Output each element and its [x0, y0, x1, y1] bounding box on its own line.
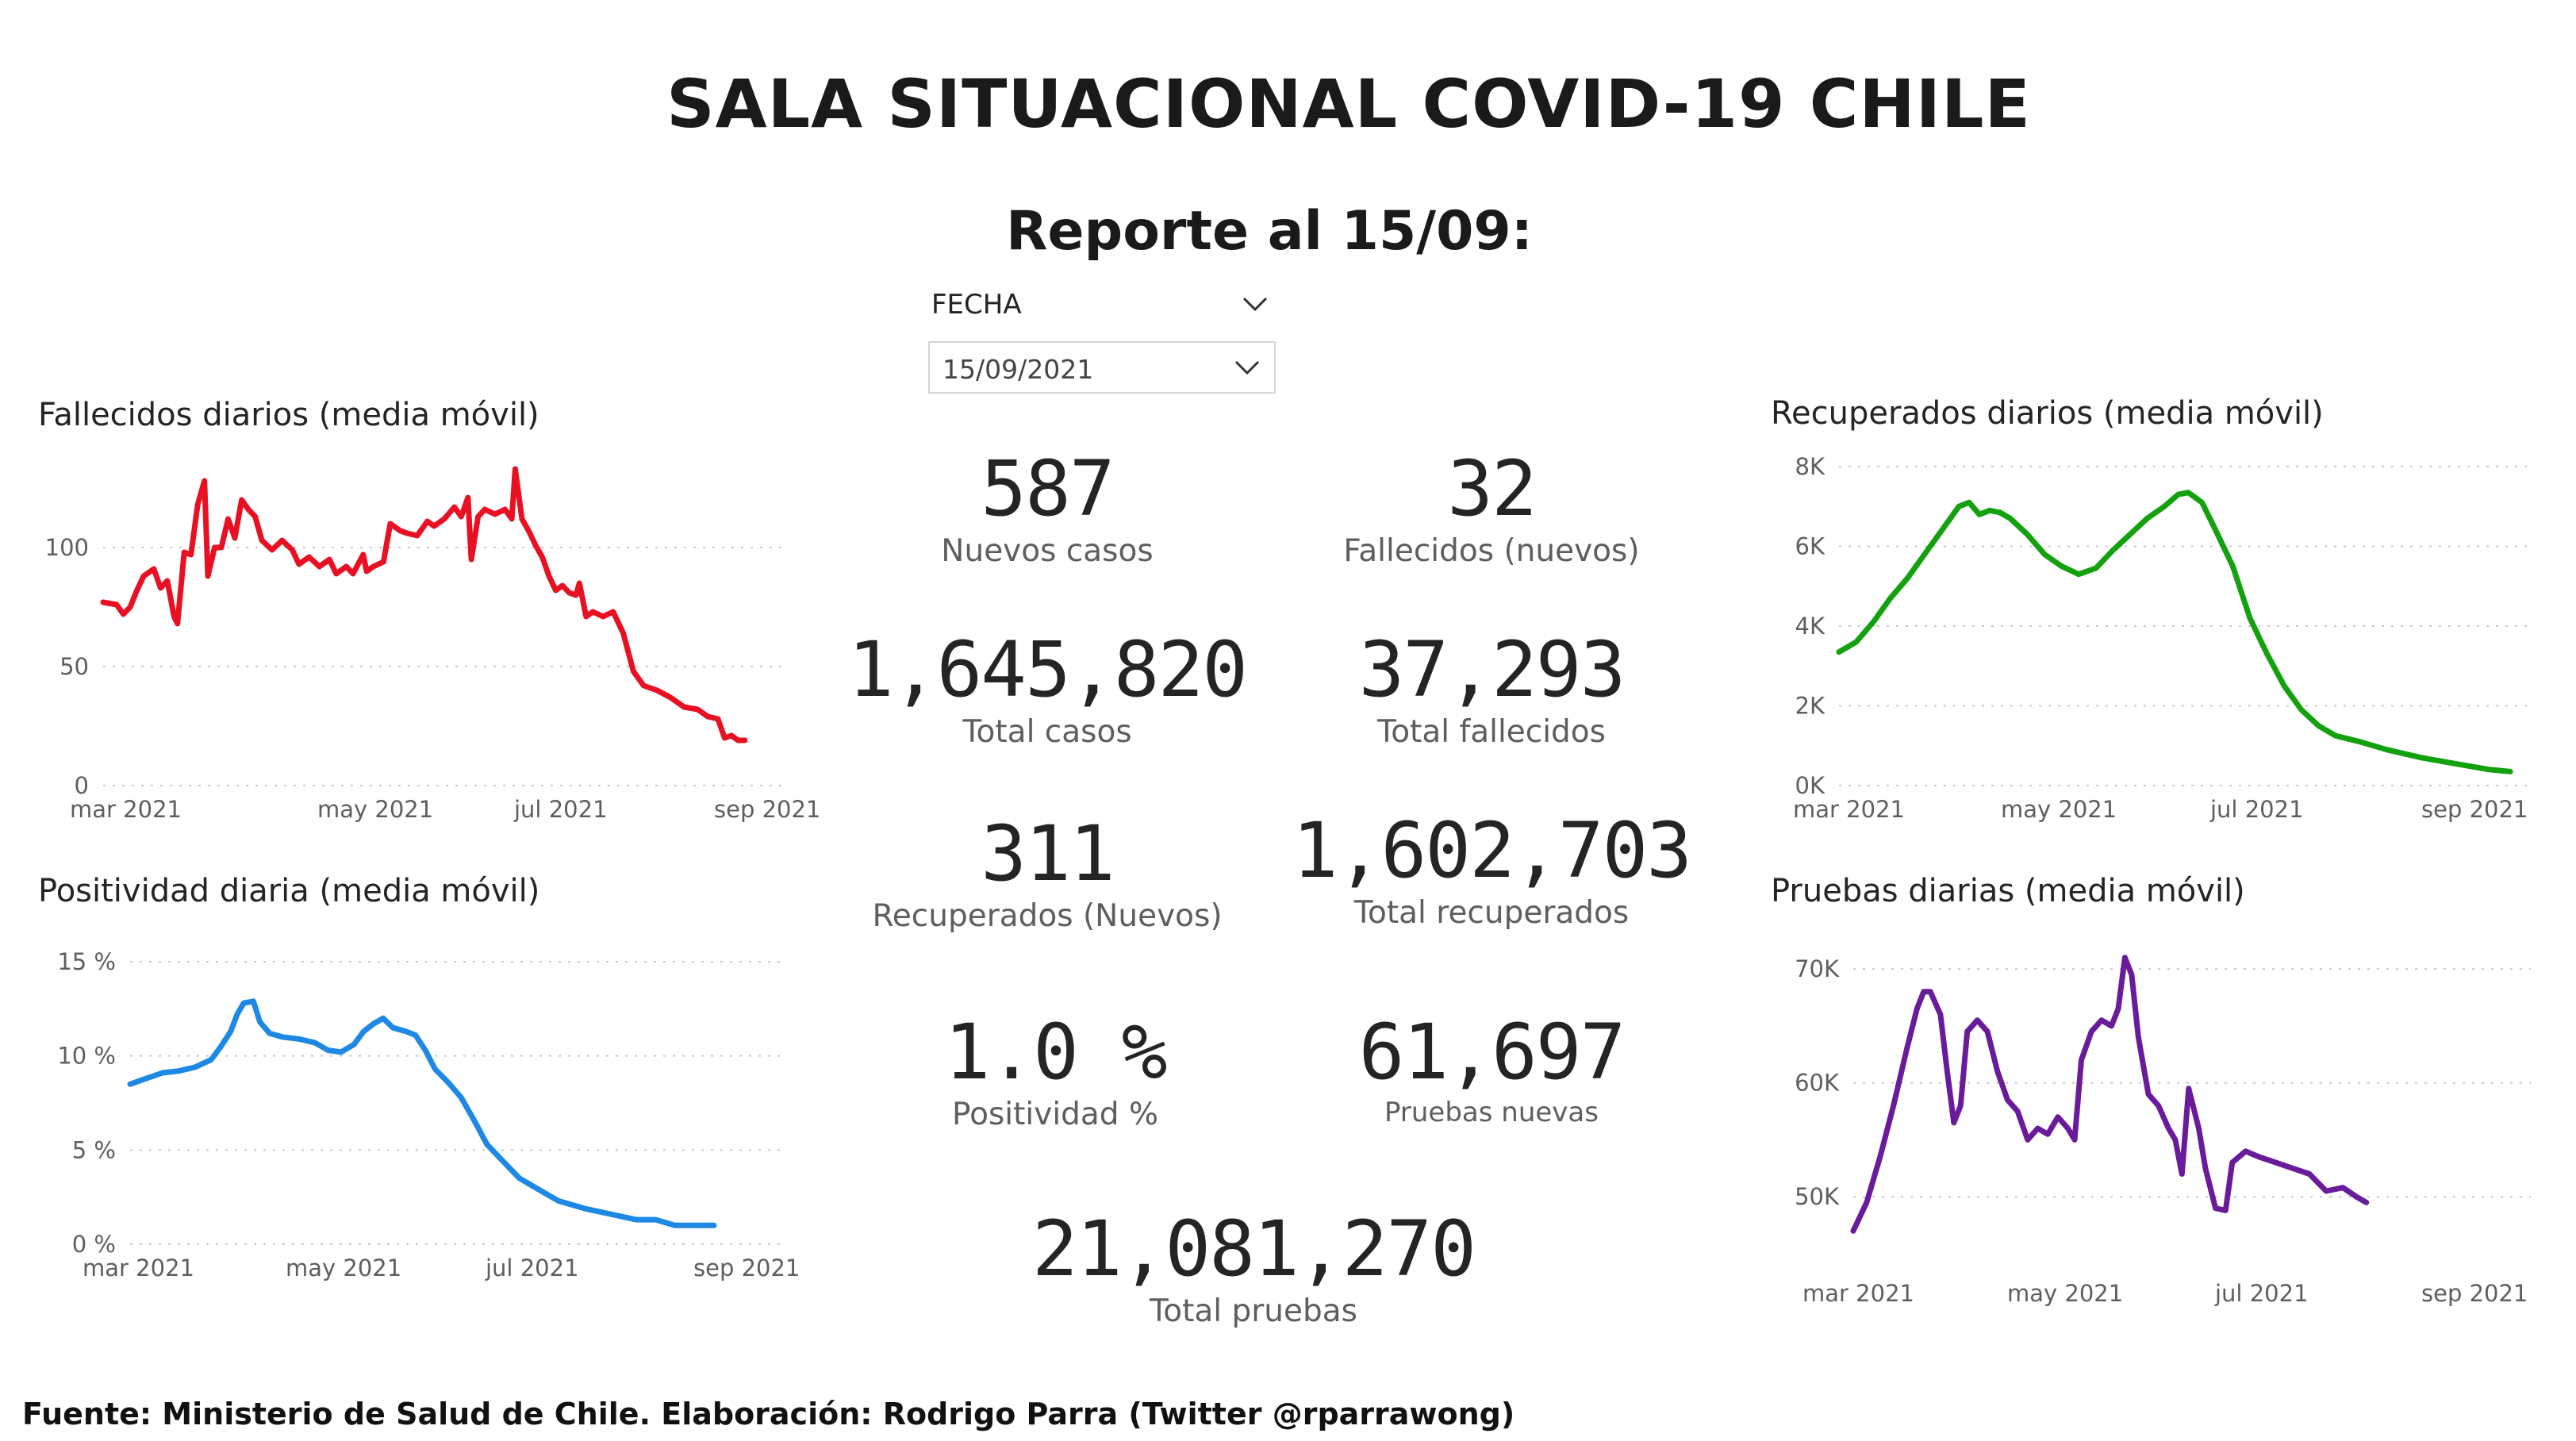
kpi-label: Pruebas nuevas — [1384, 1097, 1599, 1128]
fallecidos-series-line — [100, 466, 748, 744]
y-tick-label: 15 % — [57, 948, 116, 975]
kpi-value: 311 — [981, 809, 1115, 898]
date-filter-label: FECHA — [931, 289, 1022, 321]
chevron-down-icon — [1234, 360, 1260, 375]
chevron-down-icon[interactable] — [1239, 290, 1271, 319]
page-title: SALA SITUACIONAL COVID-19 CHILE — [666, 65, 2031, 143]
kpi-card: 32 Fallecidos (nuevos) — [1333, 444, 1650, 569]
x-tick-label: may 2021 — [317, 796, 433, 823]
kpi-card: 37,293 Total fallecidos — [1253, 625, 1729, 750]
y-tick-label: 100 — [45, 534, 89, 561]
kpi-value: 21,081,270 — [1032, 1205, 1476, 1293]
y-tick-label: 50 — [60, 653, 89, 680]
chart-title-recuperados: Recuperados diarios (media móvil) — [1771, 395, 2324, 432]
y-tick-label: 60K — [1795, 1070, 1840, 1097]
x-tick-label: mar 2021 — [1793, 796, 1905, 823]
kpi-label: Fallecidos (nuevos) — [1343, 533, 1640, 569]
kpi-card: 1,602,703 Total recuperados — [1238, 806, 1745, 931]
y-tick-label: 10 % — [57, 1043, 116, 1070]
date-dropdown-value: 15/09/2021 — [942, 354, 1094, 385]
pruebas-series-line — [1850, 955, 2370, 1234]
kpi-value: 37,293 — [1358, 625, 1626, 714]
y-tick-label: 0K — [1795, 772, 1825, 799]
kpi-value: 1.0 % — [944, 1008, 1168, 1097]
x-tick-label: may 2021 — [286, 1255, 401, 1282]
x-tick-label: jul 2021 — [2214, 1280, 2309, 1307]
y-tick-label: 70K — [1795, 955, 1840, 982]
y-tick-label: 4K — [1795, 613, 1825, 640]
kpi-label: Total fallecidos — [1377, 714, 1606, 750]
recuperados-line-chart: 0K 2K 4K 6K 8K mar 2021 may 2021 jul 2021 sep 20… — [1793, 453, 2531, 823]
kpi-label: Recuperados (Nuevos) — [872, 898, 1223, 934]
report-date-heading: Reporte al 15/09: — [1006, 200, 1533, 263]
y-tick-label: 6K — [1795, 533, 1825, 560]
x-tick-label: jul 2021 — [485, 1255, 579, 1282]
y-tick-label: 0 % — [72, 1231, 116, 1258]
fallecidos-line-chart: 0 50 100 mar 2021 may 2021 jul 2021 sep 2021 — [45, 466, 820, 823]
x-tick-label: mar 2021 — [1802, 1280, 1914, 1307]
kpi-card: 1,645,820 Total casos — [809, 625, 1285, 750]
pruebas-line-chart: 50K 60K 70K mar 2021 may 2021 jul 2021 sep 202… — [1795, 955, 2531, 1307]
kpi-value: 32 — [1447, 444, 1538, 533]
chart-title-fallecidos: Fallecidos diarios (media móvil) — [38, 397, 539, 433]
kpi-label: Positividad % — [951, 1097, 1159, 1132]
y-tick-label: 2K — [1795, 693, 1825, 720]
source-footer: Fuente: Ministerio de Salud de Chile. El… — [22, 1397, 1515, 1431]
kpi-card: 311 Recuperados (Nuevos) — [809, 809, 1285, 934]
y-tick-label: 0 — [75, 772, 89, 799]
kpi-label: Total pruebas — [1150, 1293, 1357, 1329]
y-tick-label: 5 % — [72, 1136, 116, 1163]
kpi-card: 587 Nuevos casos — [889, 444, 1206, 569]
kpi-label: Total recuperados — [1353, 895, 1630, 931]
recuperados-series-line — [1836, 490, 2513, 774]
y-tick-label: 50K — [1795, 1183, 1840, 1210]
chart-title-positividad: Positividad diaria (media móvil) — [38, 873, 540, 909]
positividad-line-chart: 0 % 5 % 10 % 15 % mar 2021 may 2021 jul 2021 se… — [57, 948, 800, 1282]
kpi-card: 21,081,270 Total pruebas — [1000, 1205, 1507, 1329]
x-tick-label: sep 2021 — [693, 1255, 800, 1282]
kpi-value: 1,645,820 — [847, 625, 1248, 714]
x-tick-label: sep 2021 — [2421, 796, 2528, 823]
kpi-card: 1.0 % Positividad % — [889, 1008, 1222, 1132]
x-tick-label: jul 2021 — [513, 796, 608, 823]
positividad-series-line — [127, 998, 717, 1228]
x-tick-label: mar 2021 — [83, 1255, 194, 1282]
kpi-value: 587 — [981, 444, 1115, 533]
date-dropdown[interactable]: 15/09/2021 — [928, 341, 1276, 394]
x-tick-label: sep 2021 — [714, 796, 820, 823]
x-tick-label: mar 2021 — [70, 796, 182, 823]
x-tick-label: may 2021 — [2007, 1280, 2123, 1307]
x-tick-label: jul 2021 — [2209, 796, 2304, 823]
chart-title-pruebas: Pruebas diarias (media móvil) — [1771, 873, 2245, 909]
x-tick-label: may 2021 — [2001, 796, 2117, 823]
y-tick-label: 8K — [1795, 453, 1825, 480]
x-tick-label: sep 2021 — [2421, 1280, 2528, 1307]
kpi-value: 1,602,703 — [1292, 806, 1692, 895]
kpi-value: 61,697 — [1358, 1008, 1626, 1097]
kpi-label: Total casos — [962, 714, 1132, 750]
kpi-label: Nuevos casos — [941, 533, 1154, 569]
kpi-card: 61,697 Pruebas nuevas — [1317, 1008, 1666, 1128]
